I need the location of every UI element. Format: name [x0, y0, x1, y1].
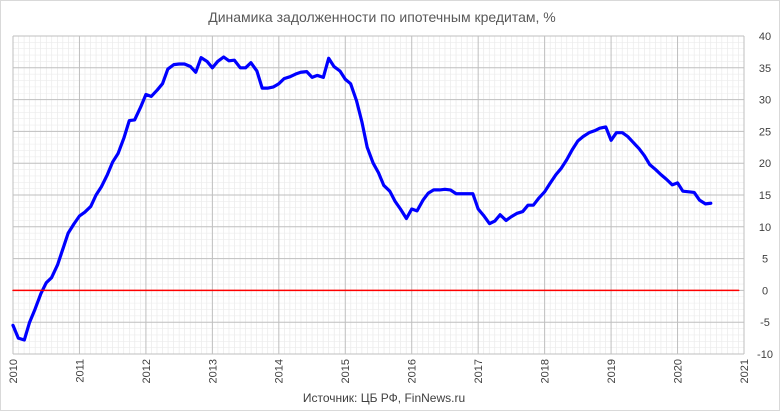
y-tick-label: 30	[759, 95, 771, 107]
x-tick-label: 2010	[8, 359, 20, 383]
x-tick-label: 2019	[606, 359, 618, 383]
x-tick-label: 2020	[672, 359, 684, 383]
x-tick-label: 2018	[540, 359, 552, 383]
y-tick-label: -10	[757, 349, 773, 361]
chart-title: Динамика задолженности по ипотечным кред…	[208, 9, 556, 25]
y-tick-labels: 40 35 30 25 20 15 10 5 0 -5 -10	[757, 31, 773, 361]
mortgage-debt-series-line	[11, 55, 713, 342]
y-tick-label: 40	[759, 31, 771, 43]
grid	[12, 35, 745, 355]
y-tick-label: 10	[759, 222, 771, 234]
x-tick-label: 2021	[739, 359, 751, 383]
y-tick-label: 35	[759, 63, 771, 75]
series-lines	[11, 55, 740, 342]
y-tick-label: 0	[762, 285, 768, 297]
y-tick-label: 5	[762, 254, 768, 266]
x-tick-label: 2012	[141, 359, 153, 383]
x-tick-label: 2015	[340, 359, 352, 383]
y-tick-label: -5	[760, 317, 770, 329]
x-tick-label: 2011	[74, 359, 86, 383]
x-tick-label: 2013	[207, 359, 219, 383]
y-tick-label: 15	[759, 190, 771, 202]
y-tick-label: 25	[759, 126, 771, 138]
x-tick-label: 2014	[274, 359, 286, 383]
x-tick-label: 2017	[473, 359, 485, 383]
x-tick-labels: 2010 2011 2012 2013 2014 2015 2016 2017 2018 2019…	[8, 359, 751, 383]
source-note: Источник: ЦБ РФ, FinNews.ru	[303, 391, 465, 405]
x-tick-label: 2016	[407, 359, 419, 383]
y-tick-label: 20	[759, 158, 771, 170]
